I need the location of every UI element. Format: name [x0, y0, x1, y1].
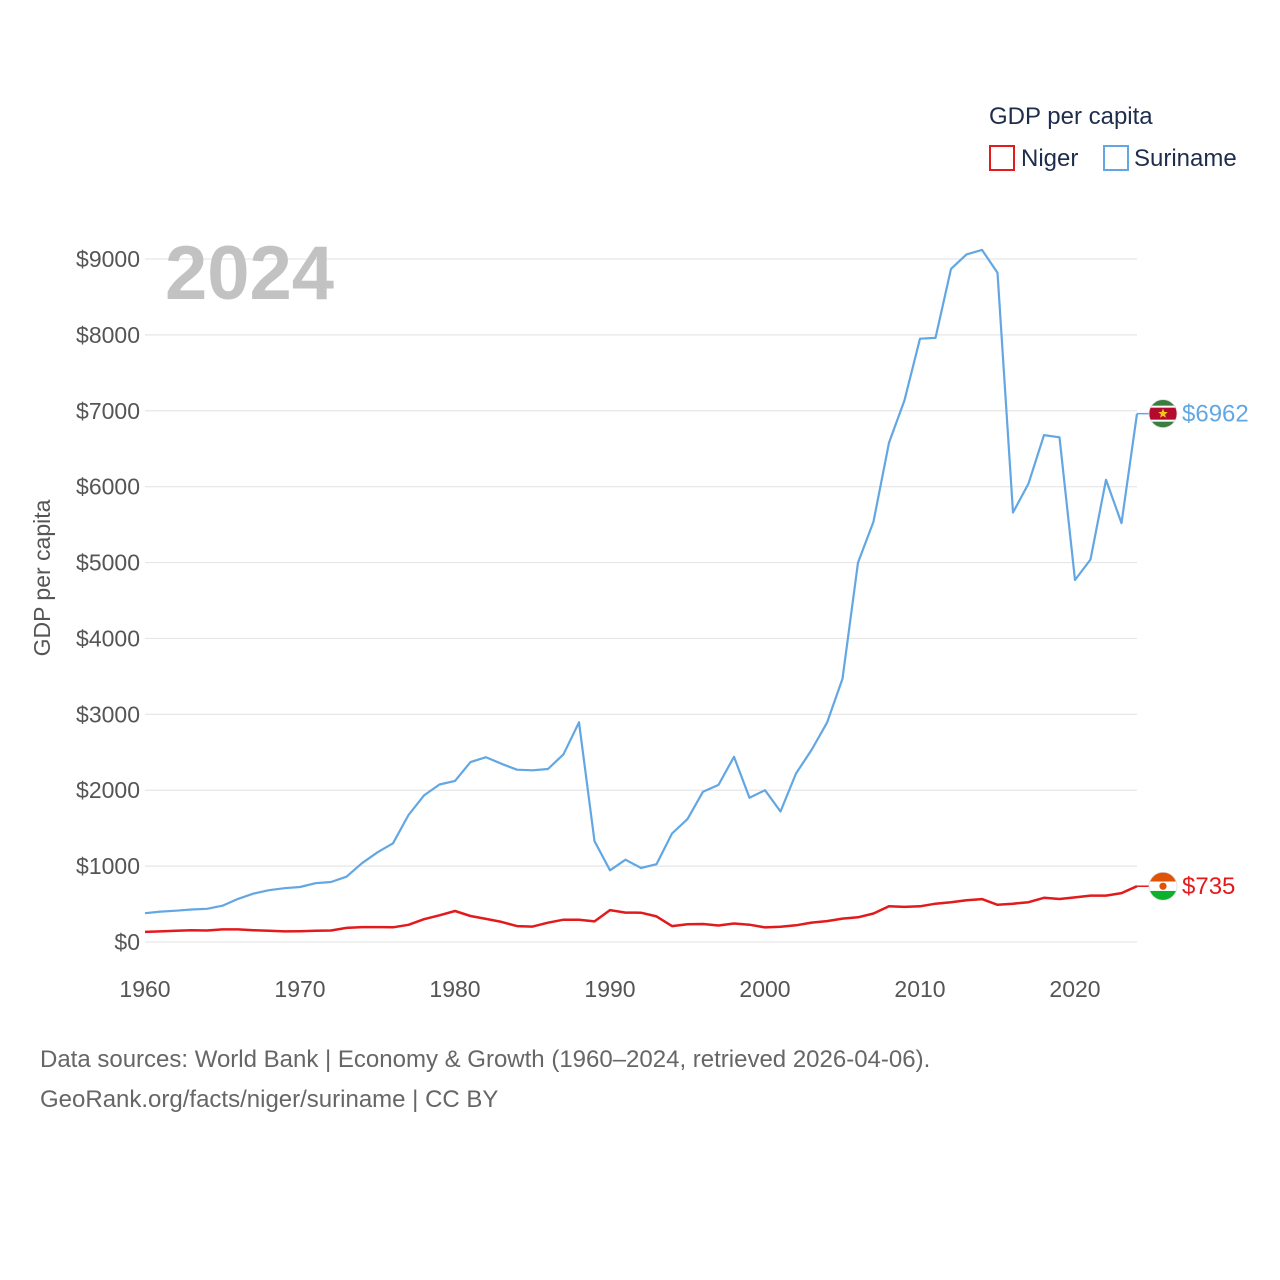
source-note: Data sources: World Bank | Economy & Gro… — [40, 1040, 930, 1120]
series-lines — [144, 248, 1139, 934]
x-axis-ticks: 1960 1970 1980 1990 2000 2010 2020 — [119, 976, 1100, 1002]
y-axis-title: GDP per capita — [29, 499, 55, 656]
y-tick-label: $5000 — [76, 550, 140, 576]
y-tick-label: $1000 — [76, 853, 140, 879]
legend-swatch-suriname — [1103, 145, 1129, 171]
x-tick-label: 2000 — [739, 976, 790, 1002]
series-end-markers: $735 $6962 — [1137, 399, 1249, 901]
x-tick-label: 2010 — [894, 976, 945, 1002]
x-tick-label: 1970 — [274, 976, 325, 1002]
y-axis-ticks: $0 $1000 $2000 $3000 $4000 $5000 $6000 $7000 $80… — [76, 246, 140, 955]
y-tick-label: $4000 — [76, 625, 140, 651]
legend-item-niger[interactable]: Niger — [989, 145, 1078, 172]
y-tick-label: $7000 — [76, 398, 140, 424]
legend-item-suriname[interactable]: Suriname — [1103, 145, 1237, 172]
y-tick-label: $3000 — [76, 701, 140, 727]
gridlines — [145, 258, 1137, 943]
legend-swatch-niger — [989, 145, 1015, 171]
legend: GDP per capita Niger Suriname — [989, 103, 1237, 172]
x-tick-label: 1990 — [584, 976, 635, 1002]
x-tick-label: 2020 — [1049, 976, 1100, 1002]
source-line-1: Data sources: World Bank | Economy & Gro… — [40, 1046, 931, 1073]
legend-label-niger: Niger — [1021, 145, 1078, 172]
series-line-niger — [144, 885, 1138, 934]
y-tick-label: $2000 — [76, 777, 140, 803]
niger-flag-icon — [1148, 871, 1178, 901]
end-label-niger: $735 — [1182, 873, 1235, 900]
x-tick-label: 1960 — [119, 976, 170, 1002]
year-watermark: 2024 — [165, 231, 334, 316]
x-tick-label: 1980 — [429, 976, 480, 1002]
end-label-suriname: $6962 — [1182, 401, 1249, 428]
suriname-flag-icon — [1148, 399, 1178, 429]
source-line-2: GeoRank.org/facts/niger/suriname | CC BY — [40, 1086, 499, 1113]
y-tick-label: $8000 — [76, 322, 140, 348]
y-tick-label: $6000 — [76, 474, 140, 500]
y-tick-label: $0 — [114, 929, 140, 955]
series-line-suriname — [144, 248, 1139, 915]
y-tick-label: $9000 — [76, 246, 140, 272]
legend-label-suriname: Suriname — [1134, 145, 1237, 172]
legend-title: GDP per capita — [989, 103, 1153, 130]
